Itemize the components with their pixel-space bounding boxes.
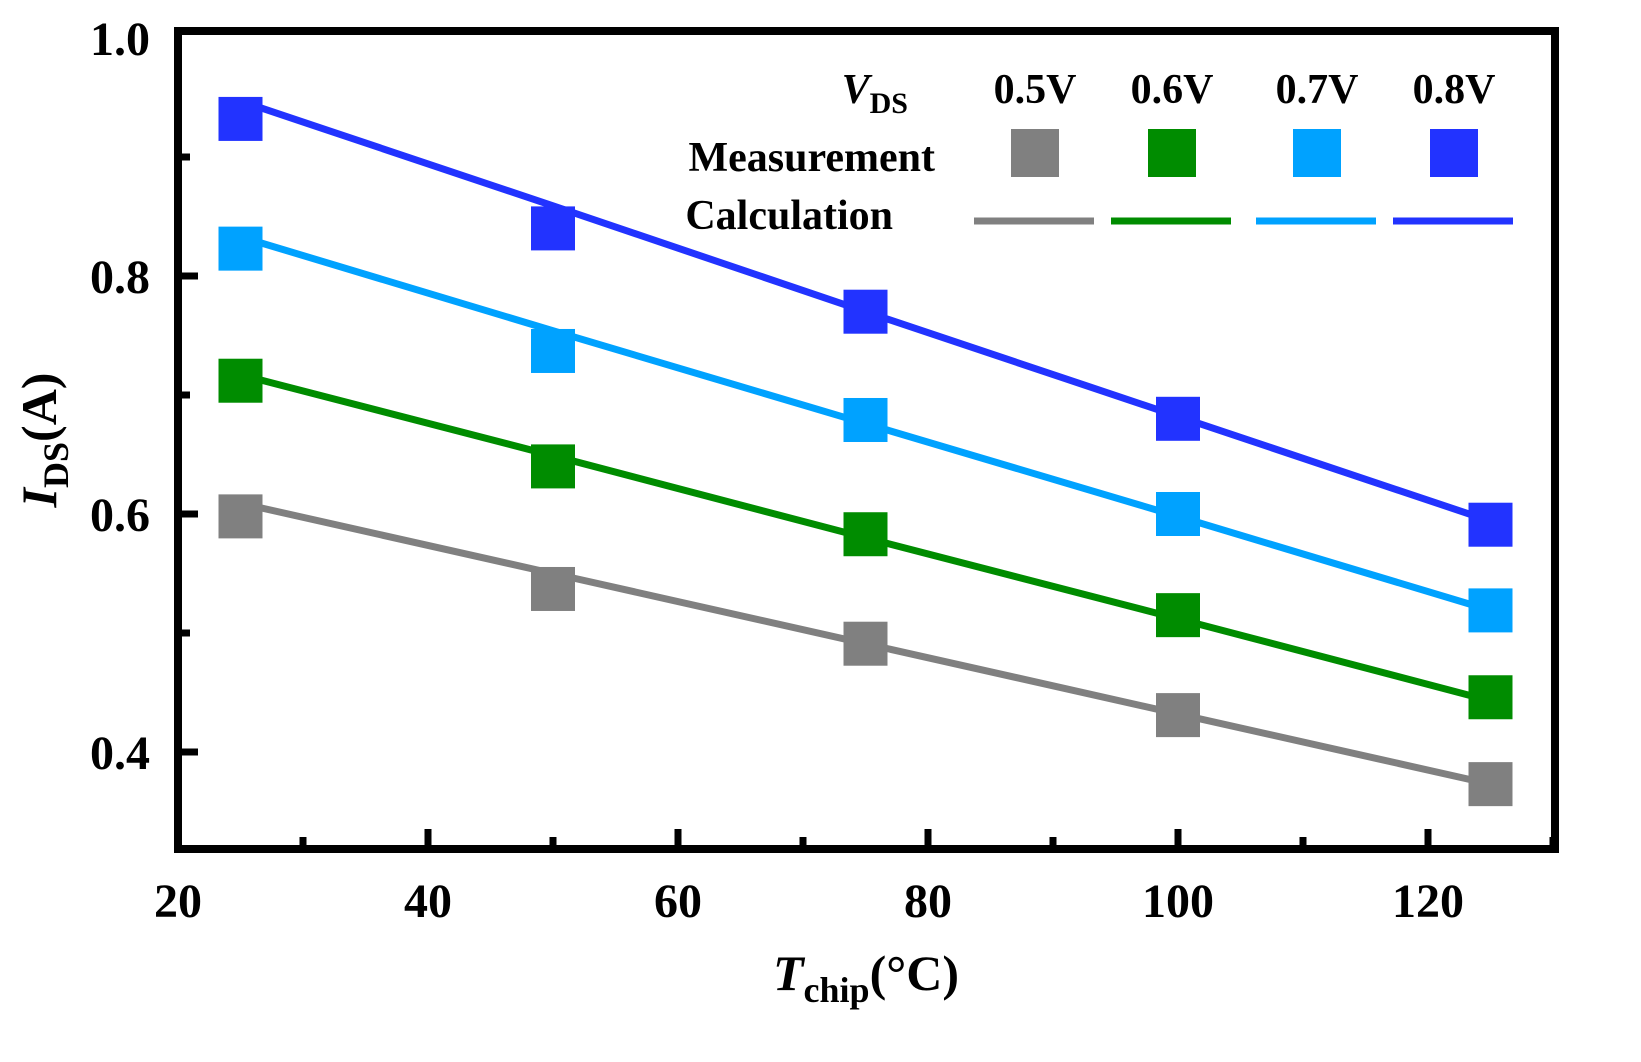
measurement-point-06v-50 — [531, 444, 575, 489]
legend-marker-06v — [1148, 129, 1196, 177]
x-axis-symbol: T — [773, 945, 806, 1001]
measurement-point-07v-100 — [1156, 492, 1200, 536]
x-tick-label: 100 — [1142, 875, 1214, 928]
measurement-point-05v-75 — [843, 621, 888, 666]
legend-series-label-08v: 0.8V — [1413, 67, 1496, 113]
x-tick-label: 120 — [1392, 875, 1464, 928]
measurement-point-08v-50 — [531, 206, 575, 251]
y-axis-unit: (A) — [11, 373, 67, 442]
measurement-point-07v-75 — [843, 397, 888, 442]
x-tick-label: 20 — [154, 875, 202, 928]
legend-entries: 0.5V 0.6V 0.7V 0.8V — [974, 67, 1513, 225]
y-axis-symbol: I — [11, 486, 67, 508]
plot-frame — [174, 27, 1559, 853]
y-tick-label: 1.0 — [90, 13, 150, 66]
x-axis-title: Tchip(°C) — [773, 945, 959, 1010]
x-axis-unit: (°C) — [870, 945, 959, 1001]
plot-layer — [218, 96, 1513, 807]
measurement-point-06v-25 — [218, 358, 263, 403]
measurement-point-08v-25 — [218, 96, 263, 141]
axis-layer: 20 40 60 80 100 120 0.4 0.6 0.8 1.0 — [90, 13, 1559, 928]
measurement-point-06v-75 — [843, 512, 888, 557]
x-tick-label: 60 — [654, 875, 702, 928]
y-tick-label: 0.4 — [90, 727, 150, 780]
y-axis-title: IDS(A) — [11, 373, 76, 509]
measurement-point-08v-75 — [843, 289, 888, 334]
legend-calculation-label: Calculation — [685, 193, 893, 239]
y-tick-label: 0.8 — [90, 251, 150, 304]
legend-marker-07v — [1293, 129, 1341, 177]
y-axis-subscript: DS — [36, 442, 76, 488]
measurement-point-08v-100 — [1156, 396, 1200, 441]
legend-header-subscript: DS — [870, 87, 908, 120]
measurement-point-05v-125 — [1468, 762, 1513, 807]
measurement-point-06v-100 — [1156, 593, 1200, 638]
measurement-point-07v-125 — [1468, 588, 1513, 633]
measurement-point-07v-25 — [218, 226, 263, 271]
legend: VDS Measurement Calculation 0.5V 0.6V 0.7V… — [685, 67, 1513, 239]
measurement-point-05v-50 — [531, 566, 575, 611]
measurement-point-08v-125 — [1468, 502, 1513, 547]
measurement-point-07v-50 — [531, 328, 575, 373]
legend-series-label-07v: 0.7V — [1276, 67, 1359, 113]
x-axis-subscript: chip — [804, 970, 870, 1010]
legend-series-label-05v: 0.5V — [994, 67, 1077, 113]
legend-header: VDS — [842, 67, 908, 120]
legend-marker-08v — [1430, 129, 1478, 177]
svg-text:Tchip(°C): Tchip(°C) — [773, 945, 959, 1010]
svg-text:IDS(A): IDS(A) — [11, 373, 76, 509]
measurement-point-06v-125 — [1468, 675, 1513, 720]
measurement-point-05v-100 — [1156, 693, 1200, 738]
legend-measurement-label: Measurement — [689, 135, 935, 181]
measurement-point-05v-25 — [218, 494, 263, 539]
legend-header-symbol: V — [842, 67, 873, 113]
y-tick-label: 0.6 — [90, 489, 150, 542]
x-tick-label: 40 — [404, 875, 452, 928]
legend-series-label-06v: 0.6V — [1131, 67, 1214, 113]
legend-marker-05v — [1011, 129, 1059, 177]
x-tick-label: 80 — [904, 875, 952, 928]
